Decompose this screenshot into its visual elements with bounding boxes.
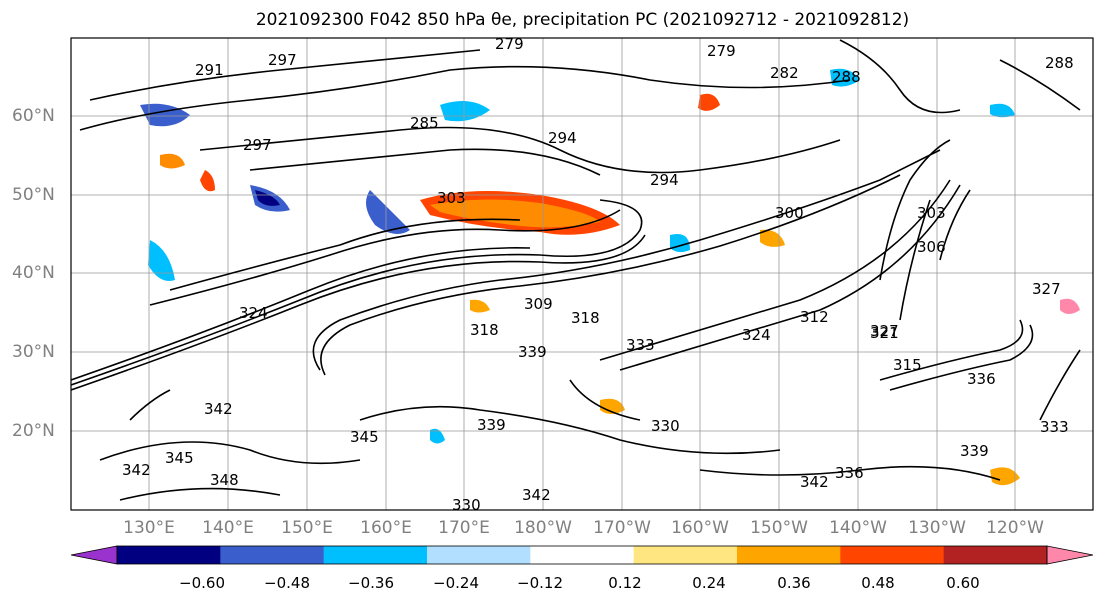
lon-label: 130°E (123, 518, 175, 538)
map-frame (70, 37, 1094, 511)
contour-label: 339 (960, 442, 989, 460)
colorbar-tick-label: 0.12 (608, 574, 642, 592)
contour-label: 285 (410, 114, 439, 132)
contour-label: 333 (626, 336, 655, 354)
contour-label: 327 (1032, 280, 1061, 298)
colorbar-bin (530, 546, 635, 564)
colorbar-bin (633, 546, 738, 564)
contour-label: 327 (870, 322, 899, 340)
contour-label: 306 (917, 238, 946, 256)
contour-label: 324 (239, 304, 268, 322)
lon-label: 170°E (438, 518, 490, 538)
contour-label: 339 (518, 343, 547, 361)
colorbar-tick-label: 0.36 (777, 574, 811, 592)
contour-label: 330 (651, 417, 680, 435)
lon-label: 160°W (671, 518, 729, 538)
lon-label: 130°W (908, 518, 966, 538)
colorbar-bin (943, 546, 1048, 564)
contour-label: 288 (1045, 54, 1074, 72)
contour-label: 288 (832, 68, 861, 86)
colorbar-bin (323, 546, 428, 564)
contour-label: 294 (650, 171, 679, 189)
graticule (71, 38, 1093, 510)
colorbar-outline (116, 545, 1048, 565)
contour-label: 336 (967, 370, 996, 388)
colorbar-bin (427, 546, 531, 564)
figure-title: 2021092300 F042 850 hPa θe, precipitatio… (255, 10, 910, 30)
contour-label: 348 (210, 471, 239, 489)
lat-label: 50°N (12, 185, 55, 205)
contour-label: 315 (893, 356, 922, 374)
contour-label: 291 (195, 61, 224, 79)
colorbar-tick-label: −0.24 (433, 574, 479, 592)
contour-label: 321 (870, 324, 899, 342)
lon-label: 150°W (750, 518, 808, 538)
lon-label: 120°W (986, 518, 1044, 538)
contour-label: 342 (122, 461, 151, 479)
contour-label: 303 (437, 189, 466, 207)
lon-label: 140°W (829, 518, 887, 538)
colorbar-tick-label: 0.24 (692, 574, 726, 592)
contour-label: 297 (268, 51, 297, 69)
contour-label: 342 (204, 400, 233, 418)
lon-label: 180°W (514, 518, 572, 538)
colorbar-extend-min (70, 545, 118, 565)
contour-label: 294 (548, 129, 577, 147)
contour-label: 318 (571, 309, 600, 327)
contour-label: 330 (452, 496, 481, 514)
contour-label-layer: 279 279 282 288 294 291 297 294 297 300 … (122, 35, 1074, 514)
colorbar-bin (840, 546, 945, 564)
colorbar-tick-label: −0.36 (348, 574, 394, 592)
contour-label: 309 (524, 295, 553, 313)
theta-e-contours (71, 39, 1081, 501)
contour-label: 345 (350, 428, 379, 446)
colorbar-bin (117, 546, 221, 564)
precip-shading (140, 68, 1080, 486)
lon-label: 170°W (593, 518, 651, 538)
contour-label: 282 (770, 64, 799, 82)
colorbar-tick-label: −0.48 (264, 574, 310, 592)
contour-label: 312 (800, 308, 829, 326)
contour-label: 297 (243, 136, 272, 154)
contour-label: 324 (742, 326, 771, 344)
lon-label: 160°E (360, 518, 412, 538)
colorbar-tick-label: 0.48 (861, 574, 895, 592)
contour-label: 345 (165, 449, 194, 467)
lat-label: 40°N (12, 263, 55, 283)
colorbar-tick-label: −0.60 (179, 574, 225, 592)
contour-label: 339 (477, 416, 506, 434)
contour-label: 279 (707, 42, 736, 60)
contour-label: 333 (1040, 418, 1069, 436)
lon-label: 150°E (281, 518, 333, 538)
contour-label: 300 (775, 204, 804, 222)
lat-label: 30°N (12, 342, 55, 362)
contour-label: 336 (835, 464, 864, 482)
contour-label: 303 (917, 204, 946, 222)
contour-label: 279 (495, 35, 524, 53)
colorbar-tick-label: 0.60 (946, 574, 980, 592)
lon-label: 140°E (202, 518, 254, 538)
contour-label: 342 (800, 473, 829, 491)
lat-label: 20°N (12, 421, 55, 441)
colorbar-bin (737, 546, 841, 564)
contour-label: 342 (522, 486, 551, 504)
lat-label: 60°N (12, 106, 55, 126)
contour-label: 318 (470, 321, 499, 339)
colorbar-bin (220, 546, 325, 564)
colorbar-extend-max (1046, 545, 1094, 565)
colorbar-tick-label: −0.12 (517, 574, 563, 592)
